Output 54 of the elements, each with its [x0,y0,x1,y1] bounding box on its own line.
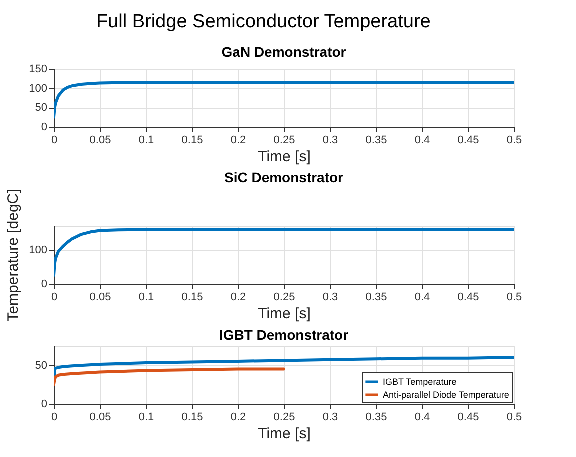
x-tick-label: 0.25 [274,292,296,304]
y-tick-label: 0 [41,122,48,134]
line-series [54,81,514,119]
x-tick-label: 0.15 [182,134,204,146]
x-tick-label: 0.5 [506,412,522,424]
x-tick-label: 0.3 [322,412,338,424]
x-tick-label: 0.35 [366,134,388,146]
x-tick-label: 0.1 [138,134,154,146]
x-tick-label: 0.05 [90,292,112,304]
x-tick-label: 0.1 [138,292,154,304]
x-tick-label: 0.25 [274,134,296,146]
x-tick-label: 0 [51,134,58,146]
line-series [54,228,514,277]
x-tick-label: 0.4 [414,412,430,424]
x-axis-title: Time [s] [258,148,311,166]
x-tick-label: 0.4 [414,134,430,146]
chart-title: GaN Demonstrator [222,44,347,60]
x-tick-label: 0 [51,292,58,304]
x-tick-label: 0.3 [322,292,338,304]
x-tick-label: 0.15 [182,292,204,304]
x-tick-label: 0.45 [458,412,480,424]
x-tick-label: 0.35 [366,292,388,304]
x-tick-label: 0.1 [138,412,154,424]
line-series [54,368,286,386]
x-tick-label: 0.4 [414,292,430,304]
x-tick-label: 0.2 [230,412,246,424]
x-tick-label: 0.5 [506,134,522,146]
x-tick-label: 0.2 [230,134,246,146]
y-tick-label: 100 [29,82,48,95]
x-axis-title: Time [s] [258,426,311,442]
x-tick-label: 0.25 [274,412,296,424]
chart-title: SiC Demonstrator [224,170,344,186]
y-tick-label: 50 [35,102,48,114]
x-tick-label: 0.05 [90,412,112,424]
x-tick-label: 0.45 [458,292,480,304]
x-tick-label: 0.05 [90,134,112,146]
x-tick-label: 0.35 [366,412,388,424]
x-tick-label: 0.15 [182,412,204,424]
y-tick-label: 0 [41,278,48,290]
y-tick-label: 0 [41,398,48,410]
y-tick-label: 100 [29,244,48,256]
legend-label: IGBT Temperature [383,377,457,387]
x-tick-label: 0.3 [322,134,338,146]
x-tick-label: 0.45 [458,134,480,146]
y-tick-label: 150 [29,64,48,76]
y-tick-label: 50 [35,360,48,372]
legend-label: Anti-parallel Diode Temperature [383,390,510,400]
x-axis-title: Time [s] [258,306,311,322]
chart-title: IGBT Demonstrator [219,327,350,343]
x-tick-label: 0.2 [230,292,246,304]
x-tick-label: 0 [51,412,58,424]
x-tick-label: 0.5 [506,292,522,304]
y-axis-title: Temperature [degC] [5,189,22,322]
text: Full Bridge Semiconductor Temperature [96,12,431,32]
